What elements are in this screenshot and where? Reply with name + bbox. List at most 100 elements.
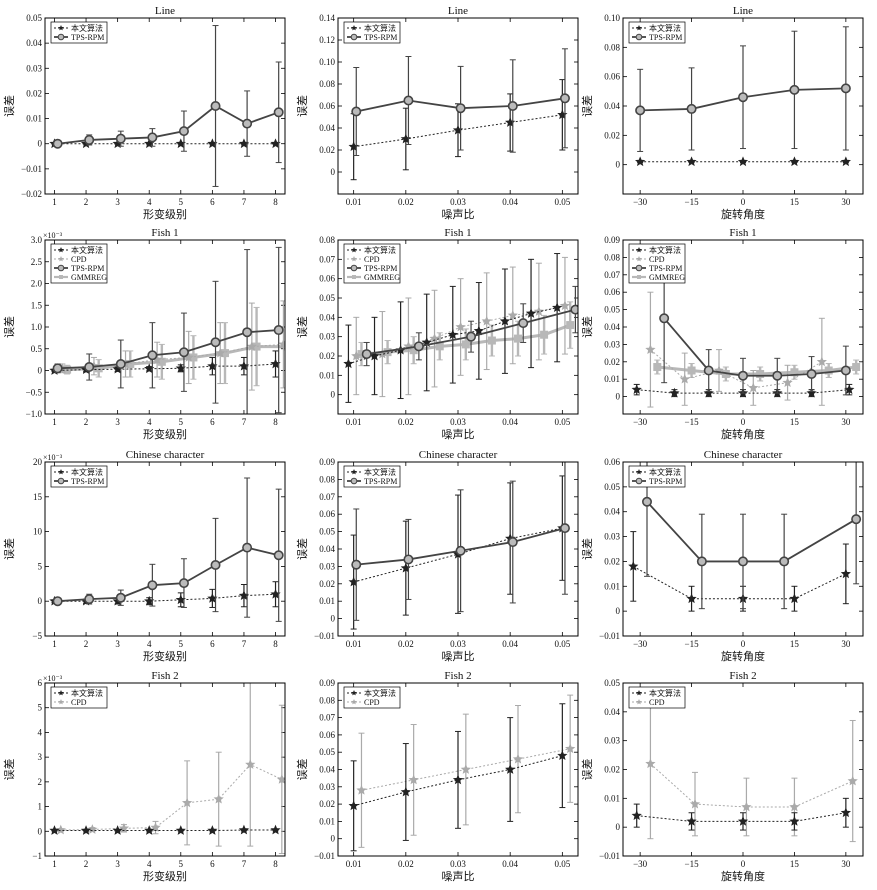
y-tick-label: 0.03 [604, 339, 620, 349]
y-tick-label: 3 [38, 752, 43, 762]
data-point [278, 339, 285, 349]
data-point [447, 329, 458, 340]
y-scale-label: ×10⁻³ [43, 453, 63, 462]
data-point [772, 370, 783, 381]
legend-marker [636, 690, 642, 696]
series-tps [361, 285, 578, 367]
y-tick-label: 0.03 [319, 332, 335, 342]
x-tick-label: 0.05 [554, 197, 570, 207]
data-point [525, 308, 537, 318]
legend-marker [351, 699, 357, 705]
x-tick-label: −15 [685, 859, 700, 869]
legend-marker [636, 699, 642, 705]
legend-label: 本文算法 [649, 688, 681, 698]
y-tick-label: 0.08 [319, 79, 335, 89]
data-point [452, 774, 464, 785]
y-scale-label: ×10⁻³ [43, 674, 63, 683]
x-tick-label: 3 [115, 859, 120, 869]
x-tick-label: 4 [147, 197, 152, 207]
data-point [559, 300, 571, 311]
series-gmm [653, 359, 861, 382]
series-tps [641, 462, 862, 610]
x-tick-label: 1 [52, 639, 57, 649]
legend-label: 本文算法 [649, 467, 681, 477]
subplot-7: Chinese character 1 2 3 4 5 6 7 8 −5 0 5 10 15 20 ×10⁻³… [2, 449, 286, 663]
data-point [144, 825, 155, 835]
legend-marker [635, 477, 643, 485]
data-point [824, 366, 833, 375]
y-tick-label: 0.09 [319, 678, 335, 688]
y-tick-label: −0.01 [314, 631, 335, 641]
x-axis-label: 形变级别 [143, 869, 187, 883]
data-point [645, 758, 656, 769]
x-tick-label: 0.03 [450, 417, 466, 427]
legend-label: CPD [71, 698, 87, 707]
data-point [789, 816, 800, 826]
subplot-title: Chinese character [419, 449, 498, 461]
y-tick-label: 10 [33, 527, 43, 537]
x-tick-label: 5 [179, 639, 184, 649]
data-point [181, 797, 193, 808]
legend-marker [350, 477, 358, 485]
x-tick-label: 0 [741, 859, 746, 869]
data-point [408, 774, 419, 785]
y-tick-label: −0.5 [26, 387, 43, 397]
series-ours [348, 703, 568, 852]
x-tick-label: 0.02 [398, 859, 414, 869]
data-point [570, 304, 578, 315]
series-line [650, 763, 853, 808]
data-point [816, 356, 827, 367]
subplot-title: Chinese character [704, 449, 783, 461]
data-point [178, 347, 189, 358]
data-point [80, 825, 92, 835]
y-axis-label: 误差 [2, 759, 16, 781]
data-point [840, 807, 851, 818]
legend-label: TPS-RPM [364, 477, 397, 486]
y-tick-label: 0.05 [604, 305, 620, 315]
data-point [840, 365, 851, 376]
y-axis-label: 误差 [2, 316, 16, 338]
y-tick-label: 0.02 [319, 579, 335, 589]
data-point [178, 126, 189, 137]
legend-marker [637, 275, 641, 279]
legend-label: TPS-RPM [649, 264, 682, 273]
y-tick-label: 0.07 [319, 492, 335, 502]
data-point [518, 318, 529, 329]
data-point [566, 321, 575, 330]
series-line [663, 317, 846, 377]
data-point [273, 550, 284, 561]
axes-frame [622, 461, 864, 637]
y-tick-label: 0.04 [319, 312, 335, 322]
data-point [686, 156, 697, 167]
x-tick-label: 0.04 [502, 859, 518, 869]
x-tick-label: 0.01 [346, 417, 362, 427]
legend-marker [58, 469, 64, 475]
x-tick-label: −30 [633, 417, 648, 427]
legend-label: CPD [649, 698, 665, 707]
data-layer [49, 477, 284, 622]
y-axis-label: 误差 [295, 95, 309, 117]
x-tick-label: 30 [841, 859, 851, 869]
y-tick-label: 0 [331, 834, 336, 844]
x-tick-label: 15 [790, 197, 800, 207]
data-point [687, 366, 696, 375]
series-line [60, 763, 283, 831]
y-tick-label: 0.04 [604, 707, 620, 717]
y-axis-label: 误差 [295, 538, 309, 560]
series-ours [49, 824, 281, 835]
legend-marker [351, 256, 357, 262]
y-tick-label: 0.03 [319, 561, 335, 571]
x-tick-label: −30 [633, 197, 648, 207]
y-tick-label: 5 [38, 561, 43, 571]
x-tick-label: 15 [790, 639, 800, 649]
subplot-title: Fish 2 [729, 670, 756, 682]
data-point [52, 363, 63, 374]
subplot-2: Line 0.01 0.02 0.03 0.04 0.05 0 0.02 0.04 0.06 0.0… [295, 5, 579, 221]
subplot-title: Chinese character [126, 449, 205, 461]
data-point [403, 95, 414, 106]
x-tick-label: 0.02 [398, 417, 414, 427]
axes-frame [337, 682, 579, 857]
